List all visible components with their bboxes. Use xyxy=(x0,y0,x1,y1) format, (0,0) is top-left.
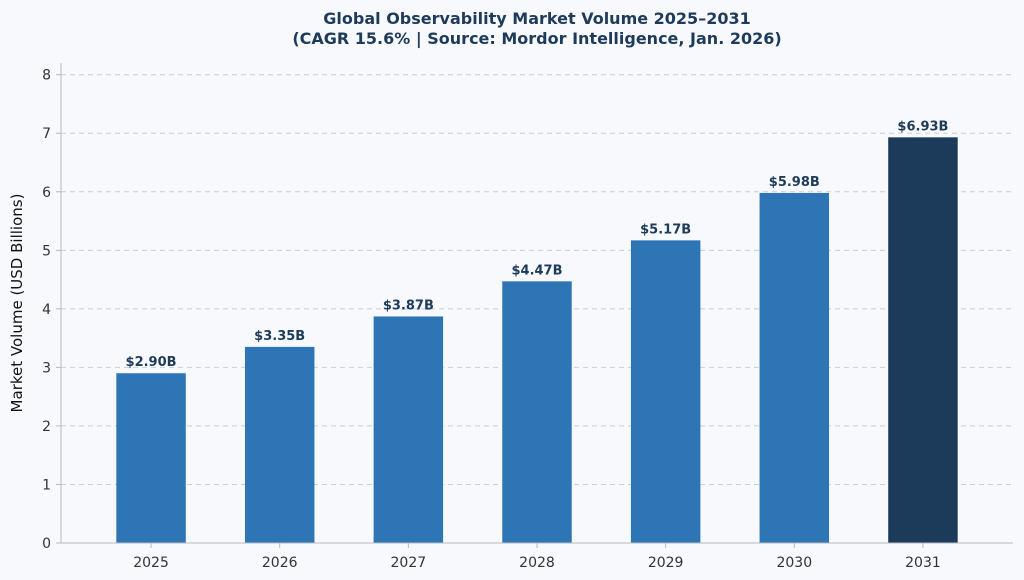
y-tick-label: 1 xyxy=(42,477,51,493)
bar-2029 xyxy=(630,240,701,544)
data-label-2025: $2.90B xyxy=(126,355,177,370)
data-label-2026: $3.35B xyxy=(254,329,305,344)
bar-2025 xyxy=(116,373,186,543)
axes: 0 1 2 3 4 5 6 7 8 2025 2026 2027 2028 2029 2030 2031 xyxy=(42,63,1013,571)
y-tick-label: 7 xyxy=(42,126,51,142)
y-tick-label: 8 xyxy=(42,68,51,84)
bar-2027 xyxy=(373,316,444,543)
y-tick-label: 0 xyxy=(42,536,51,552)
gridlines xyxy=(61,74,1013,485)
chart-title: Global Observability Market Volume 2025–… xyxy=(323,9,750,28)
bars xyxy=(116,137,958,544)
x-tick-label-2031: 2031 xyxy=(905,555,941,571)
y-axis-label: Market Volume (USD Billions) xyxy=(8,194,26,413)
y-tick-label: 5 xyxy=(42,243,51,259)
data-label-2030: $5.98B xyxy=(769,175,820,190)
data-label-2029: $5.17B xyxy=(640,222,691,237)
bar-2026 xyxy=(244,346,315,543)
x-tick-label-2025: 2025 xyxy=(133,555,169,571)
x-tick-label-2026: 2026 xyxy=(262,555,298,571)
y-tick-label: 2 xyxy=(42,419,51,435)
data-labels: $2.90B $3.35B $3.87B $4.47B $5.17B $5.98B $6.9… xyxy=(126,119,949,370)
y-tick-label: 4 xyxy=(42,302,51,318)
y-tick-label: 3 xyxy=(42,360,51,376)
x-tick-label-2028: 2028 xyxy=(519,555,555,571)
data-label-2027: $3.87B xyxy=(383,298,434,313)
chart-subtitle: (CAGR 15.6% | Source: Mordor Intelligenc… xyxy=(292,29,781,49)
x-tick-label-2030: 2030 xyxy=(776,555,812,571)
y-tick-label: 6 xyxy=(42,185,51,201)
data-label-2031: $6.93B xyxy=(897,119,948,134)
bar-2030 xyxy=(759,192,830,543)
bar-2028 xyxy=(502,281,572,543)
bar-2031 xyxy=(888,137,958,543)
x-tick-label-2029: 2029 xyxy=(648,555,684,571)
data-label-2028: $4.47B xyxy=(511,263,562,278)
x-tick-label-2027: 2027 xyxy=(391,555,427,571)
